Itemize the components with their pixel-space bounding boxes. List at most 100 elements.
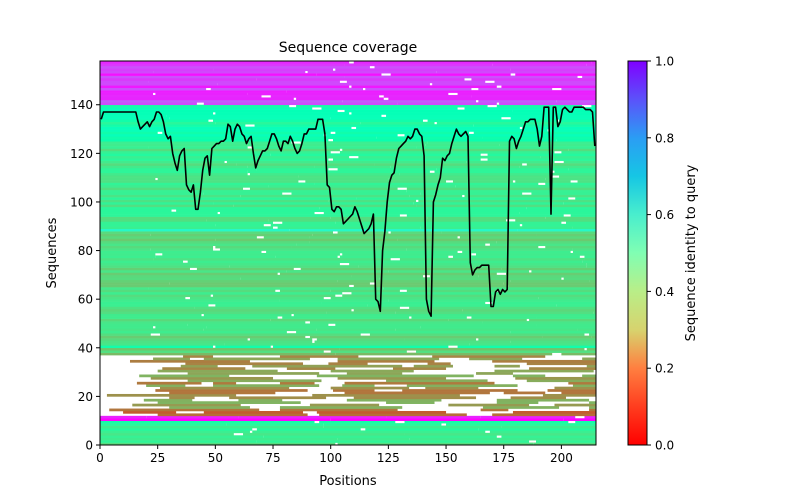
heatmap-cell <box>337 279 511 283</box>
heatmap-cell <box>351 85 497 89</box>
heatmap-cell <box>374 282 504 285</box>
heatmap-cell <box>279 272 497 276</box>
heatmap-cell <box>339 150 555 154</box>
heatmap-cell <box>529 367 596 370</box>
heatmap-cell <box>568 167 596 171</box>
heatmap-cell <box>413 201 564 205</box>
heatmap-cell <box>337 442 534 445</box>
heatmap-cell <box>494 80 596 84</box>
heatmap-cell <box>406 189 596 193</box>
heatmap-cell <box>409 437 596 441</box>
heatmap-cell <box>162 253 340 256</box>
heatmap-cell <box>501 267 596 271</box>
heatmap-cell <box>100 192 204 195</box>
heatmap-cell <box>100 63 345 67</box>
heatmap-cell <box>157 401 301 404</box>
colorbar-tick-label: 0.2 <box>655 362 674 376</box>
heatmap-cell <box>471 78 596 81</box>
heatmap-cell <box>109 408 260 412</box>
heatmap-cell <box>100 177 156 181</box>
heatmap-cell <box>196 267 294 271</box>
heatmap-cell <box>319 420 396 424</box>
heatmap-cell <box>492 63 587 67</box>
heatmap-cell <box>100 172 248 176</box>
heatmap-cell <box>100 209 172 212</box>
heatmap-cell <box>478 338 596 341</box>
heatmap-cell <box>406 187 596 191</box>
heatmap-cell <box>100 95 262 98</box>
heatmap-cell <box>100 352 336 356</box>
heatmap-cell <box>100 284 350 288</box>
heatmap-cell <box>187 260 393 264</box>
heatmap-cell <box>344 391 490 395</box>
heatmap-cell <box>275 255 338 259</box>
heatmap-cell <box>566 107 596 110</box>
heatmap-cell <box>508 284 596 288</box>
heatmap-cell <box>531 270 596 273</box>
heatmap-cell <box>213 68 334 72</box>
heatmap-cell <box>406 214 564 217</box>
heatmap-cell <box>321 301 486 305</box>
heatmap-cell <box>478 87 553 91</box>
heatmap-cell <box>215 238 398 242</box>
heatmap-cell <box>146 384 186 387</box>
heatmap-cell <box>100 277 241 281</box>
heatmap-cell <box>100 184 269 188</box>
heatmap-cell <box>100 197 292 200</box>
heatmap-cell <box>584 255 596 259</box>
heatmap-cell <box>471 316 537 319</box>
y-tick-label: 60 <box>78 293 93 307</box>
heatmap-cell <box>496 240 596 244</box>
heatmap-cell <box>100 257 154 261</box>
heatmap-cell <box>466 160 555 164</box>
heatmap-cell <box>100 206 320 210</box>
heatmap-cell <box>482 321 596 324</box>
heatmap-cell <box>561 352 596 356</box>
heatmap-cell <box>448 403 530 407</box>
heatmap-cell <box>448 318 527 322</box>
heatmap-cell <box>512 410 596 414</box>
heatmap-cell <box>321 107 458 110</box>
heatmap-cell <box>510 68 596 72</box>
coverage-line <box>100 106 596 318</box>
heatmap-cell <box>337 376 447 380</box>
heatmap-cell <box>457 345 596 349</box>
heatmap-cell <box>365 87 472 91</box>
heatmap-cell <box>100 131 158 135</box>
heatmap-cell <box>100 340 313 344</box>
heatmap-cell <box>100 294 211 298</box>
heatmap-cell <box>563 160 596 164</box>
heatmap-cell <box>436 70 596 74</box>
heatmap-cell <box>261 99 343 103</box>
heatmap-cell <box>476 253 596 256</box>
heatmap-cell <box>100 250 262 254</box>
heatmap-cell <box>339 347 585 351</box>
heatmap-cell <box>100 306 195 310</box>
heatmap-cell <box>100 148 172 152</box>
heatmap-cell <box>383 95 472 98</box>
heatmap-cell <box>100 440 257 443</box>
heatmap-cell <box>589 408 596 412</box>
x-tick-label: 175 <box>492 451 515 465</box>
heatmap-cell <box>476 372 513 375</box>
heatmap-cell <box>536 440 596 443</box>
heatmap-cell <box>346 80 486 84</box>
heatmap-cell <box>215 245 292 249</box>
heatmap-cell <box>388 206 527 210</box>
heatmap-cell <box>397 238 596 242</box>
heatmap-cell <box>420 192 523 195</box>
heatmap-cell <box>586 347 596 351</box>
heatmap-cell <box>100 146 149 149</box>
heatmap-cell <box>213 294 336 298</box>
heatmap-cell <box>100 301 322 305</box>
colorbar-tick-label: 1.0 <box>655 55 674 69</box>
heatmap-cell <box>296 104 488 108</box>
heatmap-cell <box>279 408 398 412</box>
heatmap-cell <box>148 80 340 84</box>
heatmap-cell <box>100 350 324 353</box>
heatmap-cell <box>499 102 596 106</box>
heatmap-cell <box>353 61 592 64</box>
heatmap-cell <box>100 121 216 125</box>
coverage-line-path <box>100 106 596 318</box>
heatmap-cell <box>100 189 292 193</box>
